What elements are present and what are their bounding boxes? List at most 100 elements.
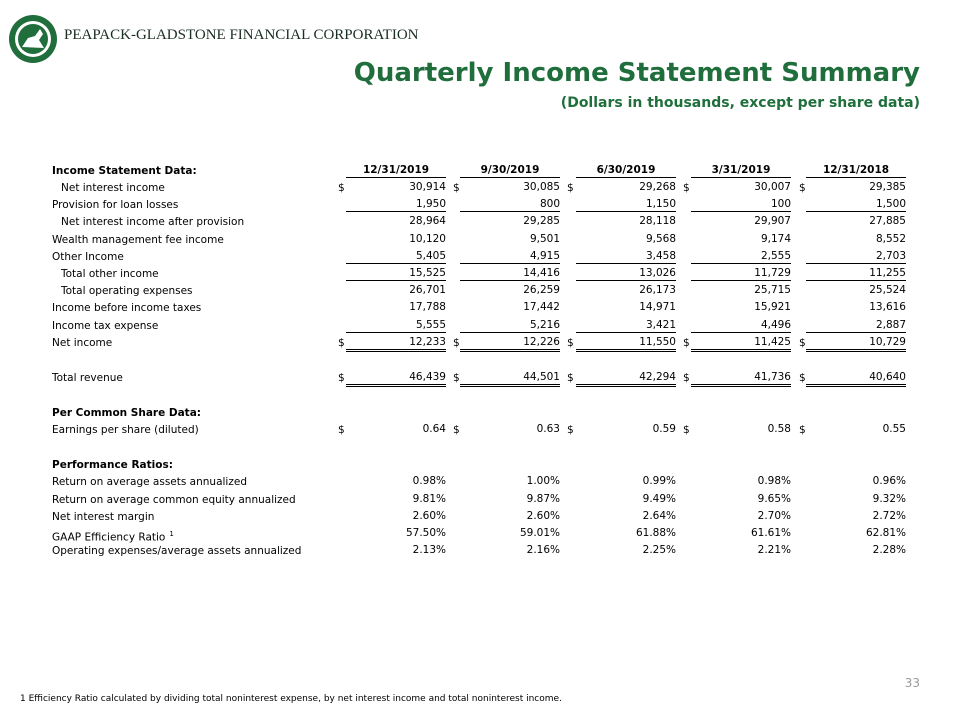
cell-value: 11,550 (576, 336, 676, 352)
section-title: Per Common Share Data: (52, 407, 201, 420)
section-title: Performance Ratios: (52, 459, 173, 472)
cell-value: 100 (691, 198, 791, 213)
cell-value: 40,640 (806, 371, 906, 387)
cell-value: 2,555 (691, 250, 791, 264)
cell-value: 4,496 (691, 319, 791, 333)
cell-value: 26,259 (523, 284, 560, 297)
row-label: Total other income (61, 268, 159, 280)
cell-value: 13,026 (576, 267, 676, 281)
currency-symbol: $ (683, 336, 690, 349)
cell-value: 4,915 (460, 250, 560, 264)
cell-value: 26,173 (639, 284, 676, 297)
cell-value: 25,524 (869, 284, 906, 297)
currency-symbol: $ (453, 336, 460, 349)
column-header: 6/30/2019 (576, 164, 676, 178)
cell-value: 17,788 (409, 301, 446, 314)
cell-value: 30,007 (754, 181, 791, 193)
cell-value: 2.72% (872, 509, 906, 522)
currency-symbol: $ (683, 182, 690, 194)
currency-symbol: $ (338, 336, 345, 349)
cell-value: 2.64% (642, 509, 676, 522)
cell-value: 9.49% (642, 492, 676, 505)
row-label: Earnings per share (diluted) (52, 424, 199, 437)
cell-value: 29,907 (754, 215, 791, 228)
cell-value: 57.50% (405, 527, 446, 539)
cell-value: 2.60% (412, 509, 446, 522)
row-label: Net interest margin (52, 510, 155, 523)
cell-value: 9.32% (872, 492, 906, 505)
cell-value: 11,425 (691, 336, 791, 352)
cell-value: 9.81% (412, 492, 446, 505)
row-label: Other Income (52, 250, 124, 263)
cell-value: 10,729 (806, 336, 906, 352)
currency-symbol: $ (799, 182, 806, 194)
cell-value: 0.55 (882, 423, 906, 436)
row-label: Return on average common equity annualiz… (52, 493, 296, 506)
cell-value: 12,233 (346, 336, 446, 352)
cell-value: 5,555 (346, 319, 446, 333)
cell-value: 9.87% (526, 492, 560, 505)
cell-value: 44,501 (460, 371, 560, 387)
currency-symbol: $ (453, 372, 460, 384)
cell-value: 17,442 (523, 301, 560, 314)
currency-symbol: $ (453, 182, 460, 194)
cell-value: 0.99% (642, 475, 676, 488)
cell-value: 5,216 (460, 319, 560, 333)
row-label: Net interest income after provision (61, 216, 245, 229)
cell-value: 27,885 (869, 215, 906, 228)
currency-symbol: $ (567, 182, 574, 194)
cell-value: 61.88% (635, 527, 676, 539)
cell-value: 62.81% (865, 527, 906, 539)
cell-value: 2.21% (757, 544, 791, 557)
cell-value: 2,887 (806, 319, 906, 333)
row-label: Income before income taxes (52, 302, 202, 315)
row-label: Net interest income (61, 182, 165, 194)
cell-value: 25,715 (754, 284, 791, 297)
row-label: Total revenue (52, 372, 123, 384)
page-number: 33 (904, 676, 920, 690)
cell-value: 0.58 (767, 423, 791, 436)
currency-symbol: $ (683, 424, 690, 437)
cell-value: 28,118 (639, 215, 676, 228)
currency-symbol: $ (567, 336, 574, 349)
cell-value: 59.01% (519, 527, 560, 539)
cell-value: 30,914 (409, 181, 446, 193)
row-label: Return on average assets annualized (52, 476, 247, 489)
cell-value: 9,174 (760, 232, 791, 245)
row-label: Total operating expenses (61, 285, 193, 298)
subtitle: (Dollars in thousands, except per share … (560, 95, 920, 111)
cell-value: 1,500 (806, 198, 906, 213)
cell-value: 26,701 (409, 284, 446, 297)
currency-symbol: $ (683, 372, 690, 384)
title: Quarterly Income Statement Summary (353, 58, 920, 88)
row-label: Net income (52, 336, 113, 349)
cell-value: 2.25% (642, 544, 676, 557)
column-header: 3/31/2019 (691, 164, 791, 178)
cell-value: 2.16% (526, 544, 560, 557)
cell-value: 29,268 (639, 181, 676, 193)
cell-value: 29,285 (523, 215, 560, 228)
row-label: GAAP Efficiency Ratio 1 (52, 530, 174, 544)
cell-value: 9,501 (529, 232, 560, 245)
cell-value: 1.00% (526, 475, 560, 488)
cell-value: 0.59 (652, 423, 676, 436)
cell-value: 14,971 (639, 301, 676, 314)
cell-value: 11,255 (806, 267, 906, 281)
currency-symbol: $ (338, 372, 345, 384)
cell-value: 8,552 (875, 232, 906, 245)
currency-symbol: $ (799, 336, 806, 349)
cell-value: 11,729 (691, 267, 791, 281)
cell-value: 42,294 (576, 371, 676, 387)
currency-symbol: $ (799, 372, 806, 384)
cell-value: 29,385 (869, 181, 906, 193)
footnote: 1 Efficiency Ratio calculated by dividin… (20, 694, 562, 704)
cell-value: 46,439 (346, 371, 446, 387)
section-title: Income Statement Data: (52, 165, 197, 177)
cell-value: 0.98% (757, 475, 791, 488)
cell-value: 2.28% (872, 544, 906, 557)
cell-value: 0.64 (422, 423, 446, 436)
cell-value: 13,616 (869, 301, 906, 314)
cell-value: 2.60% (526, 509, 560, 522)
row-label: Income tax expense (52, 319, 159, 332)
